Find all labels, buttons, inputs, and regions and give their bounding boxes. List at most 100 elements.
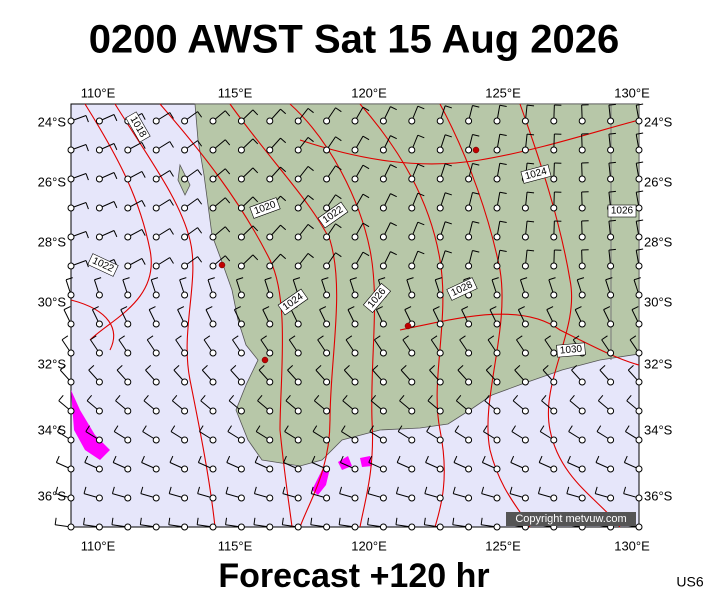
station	[210, 495, 216, 501]
station	[238, 466, 244, 472]
station	[437, 379, 443, 385]
city	[473, 147, 479, 153]
station	[96, 379, 102, 385]
station	[380, 176, 386, 182]
station	[494, 408, 500, 414]
station	[125, 263, 131, 269]
station	[522, 321, 528, 327]
station	[437, 234, 443, 240]
station	[68, 437, 74, 443]
station	[551, 466, 557, 472]
station	[380, 147, 386, 153]
station	[210, 292, 216, 298]
station	[352, 408, 358, 414]
lon-label: 125°E	[485, 538, 521, 553]
station	[608, 350, 614, 356]
station	[210, 379, 216, 385]
station	[437, 292, 443, 298]
station	[182, 263, 188, 269]
station	[238, 292, 244, 298]
station	[125, 234, 131, 240]
station	[352, 147, 358, 153]
station	[68, 147, 74, 153]
station	[182, 118, 188, 124]
lat-label: 30°S	[38, 294, 67, 309]
station	[522, 379, 528, 385]
lon-label: 115°E	[218, 538, 253, 553]
copyright: Copyright metvuw.com	[515, 513, 626, 525]
station	[466, 176, 472, 182]
station	[380, 408, 386, 414]
station	[409, 408, 415, 414]
station	[125, 176, 131, 182]
station	[295, 437, 301, 443]
station	[579, 263, 585, 269]
barb-flag	[56, 456, 59, 462]
station	[551, 118, 557, 124]
station	[182, 524, 188, 530]
station	[551, 495, 557, 501]
station	[153, 495, 159, 501]
station	[466, 408, 472, 414]
station	[352, 466, 358, 472]
station	[551, 437, 557, 443]
station	[238, 350, 244, 356]
station	[608, 379, 614, 385]
title: 0200 AWST Sat 15 Aug 2026	[89, 18, 620, 62]
station	[324, 495, 330, 501]
station	[437, 176, 443, 182]
station	[125, 292, 131, 298]
station	[238, 408, 244, 414]
station	[579, 495, 585, 501]
station	[494, 495, 500, 501]
station	[96, 176, 102, 182]
station	[522, 408, 528, 414]
station	[380, 524, 386, 530]
station	[636, 205, 642, 211]
station	[182, 379, 188, 385]
station	[96, 466, 102, 472]
station	[182, 292, 188, 298]
station	[636, 524, 642, 530]
lat-label: 24°S	[644, 114, 673, 129]
station	[579, 437, 585, 443]
station	[579, 292, 585, 298]
station	[352, 118, 358, 124]
station	[466, 495, 472, 501]
station	[352, 495, 358, 501]
station	[68, 263, 74, 269]
station	[579, 379, 585, 385]
station	[68, 466, 74, 472]
barb-flag	[55, 518, 56, 525]
station	[210, 350, 216, 356]
station	[125, 408, 131, 414]
station	[380, 205, 386, 211]
station	[409, 147, 415, 153]
station	[352, 176, 358, 182]
station	[522, 495, 528, 501]
station	[153, 524, 159, 530]
station	[579, 205, 585, 211]
station	[437, 350, 443, 356]
station	[210, 408, 216, 414]
station	[352, 321, 358, 327]
lat-label: 28°S	[644, 234, 673, 249]
station	[153, 176, 159, 182]
station	[551, 176, 557, 182]
station	[125, 524, 131, 530]
station	[380, 437, 386, 443]
station	[68, 292, 74, 298]
station	[380, 234, 386, 240]
station	[267, 321, 273, 327]
station	[210, 205, 216, 211]
station	[494, 205, 500, 211]
station	[182, 234, 188, 240]
station	[522, 205, 528, 211]
station	[295, 408, 301, 414]
station	[210, 234, 216, 240]
station	[182, 466, 188, 472]
station	[466, 524, 472, 530]
lon-label: 130°E	[614, 538, 650, 553]
lat-label: 28°S	[38, 234, 67, 249]
station	[522, 234, 528, 240]
